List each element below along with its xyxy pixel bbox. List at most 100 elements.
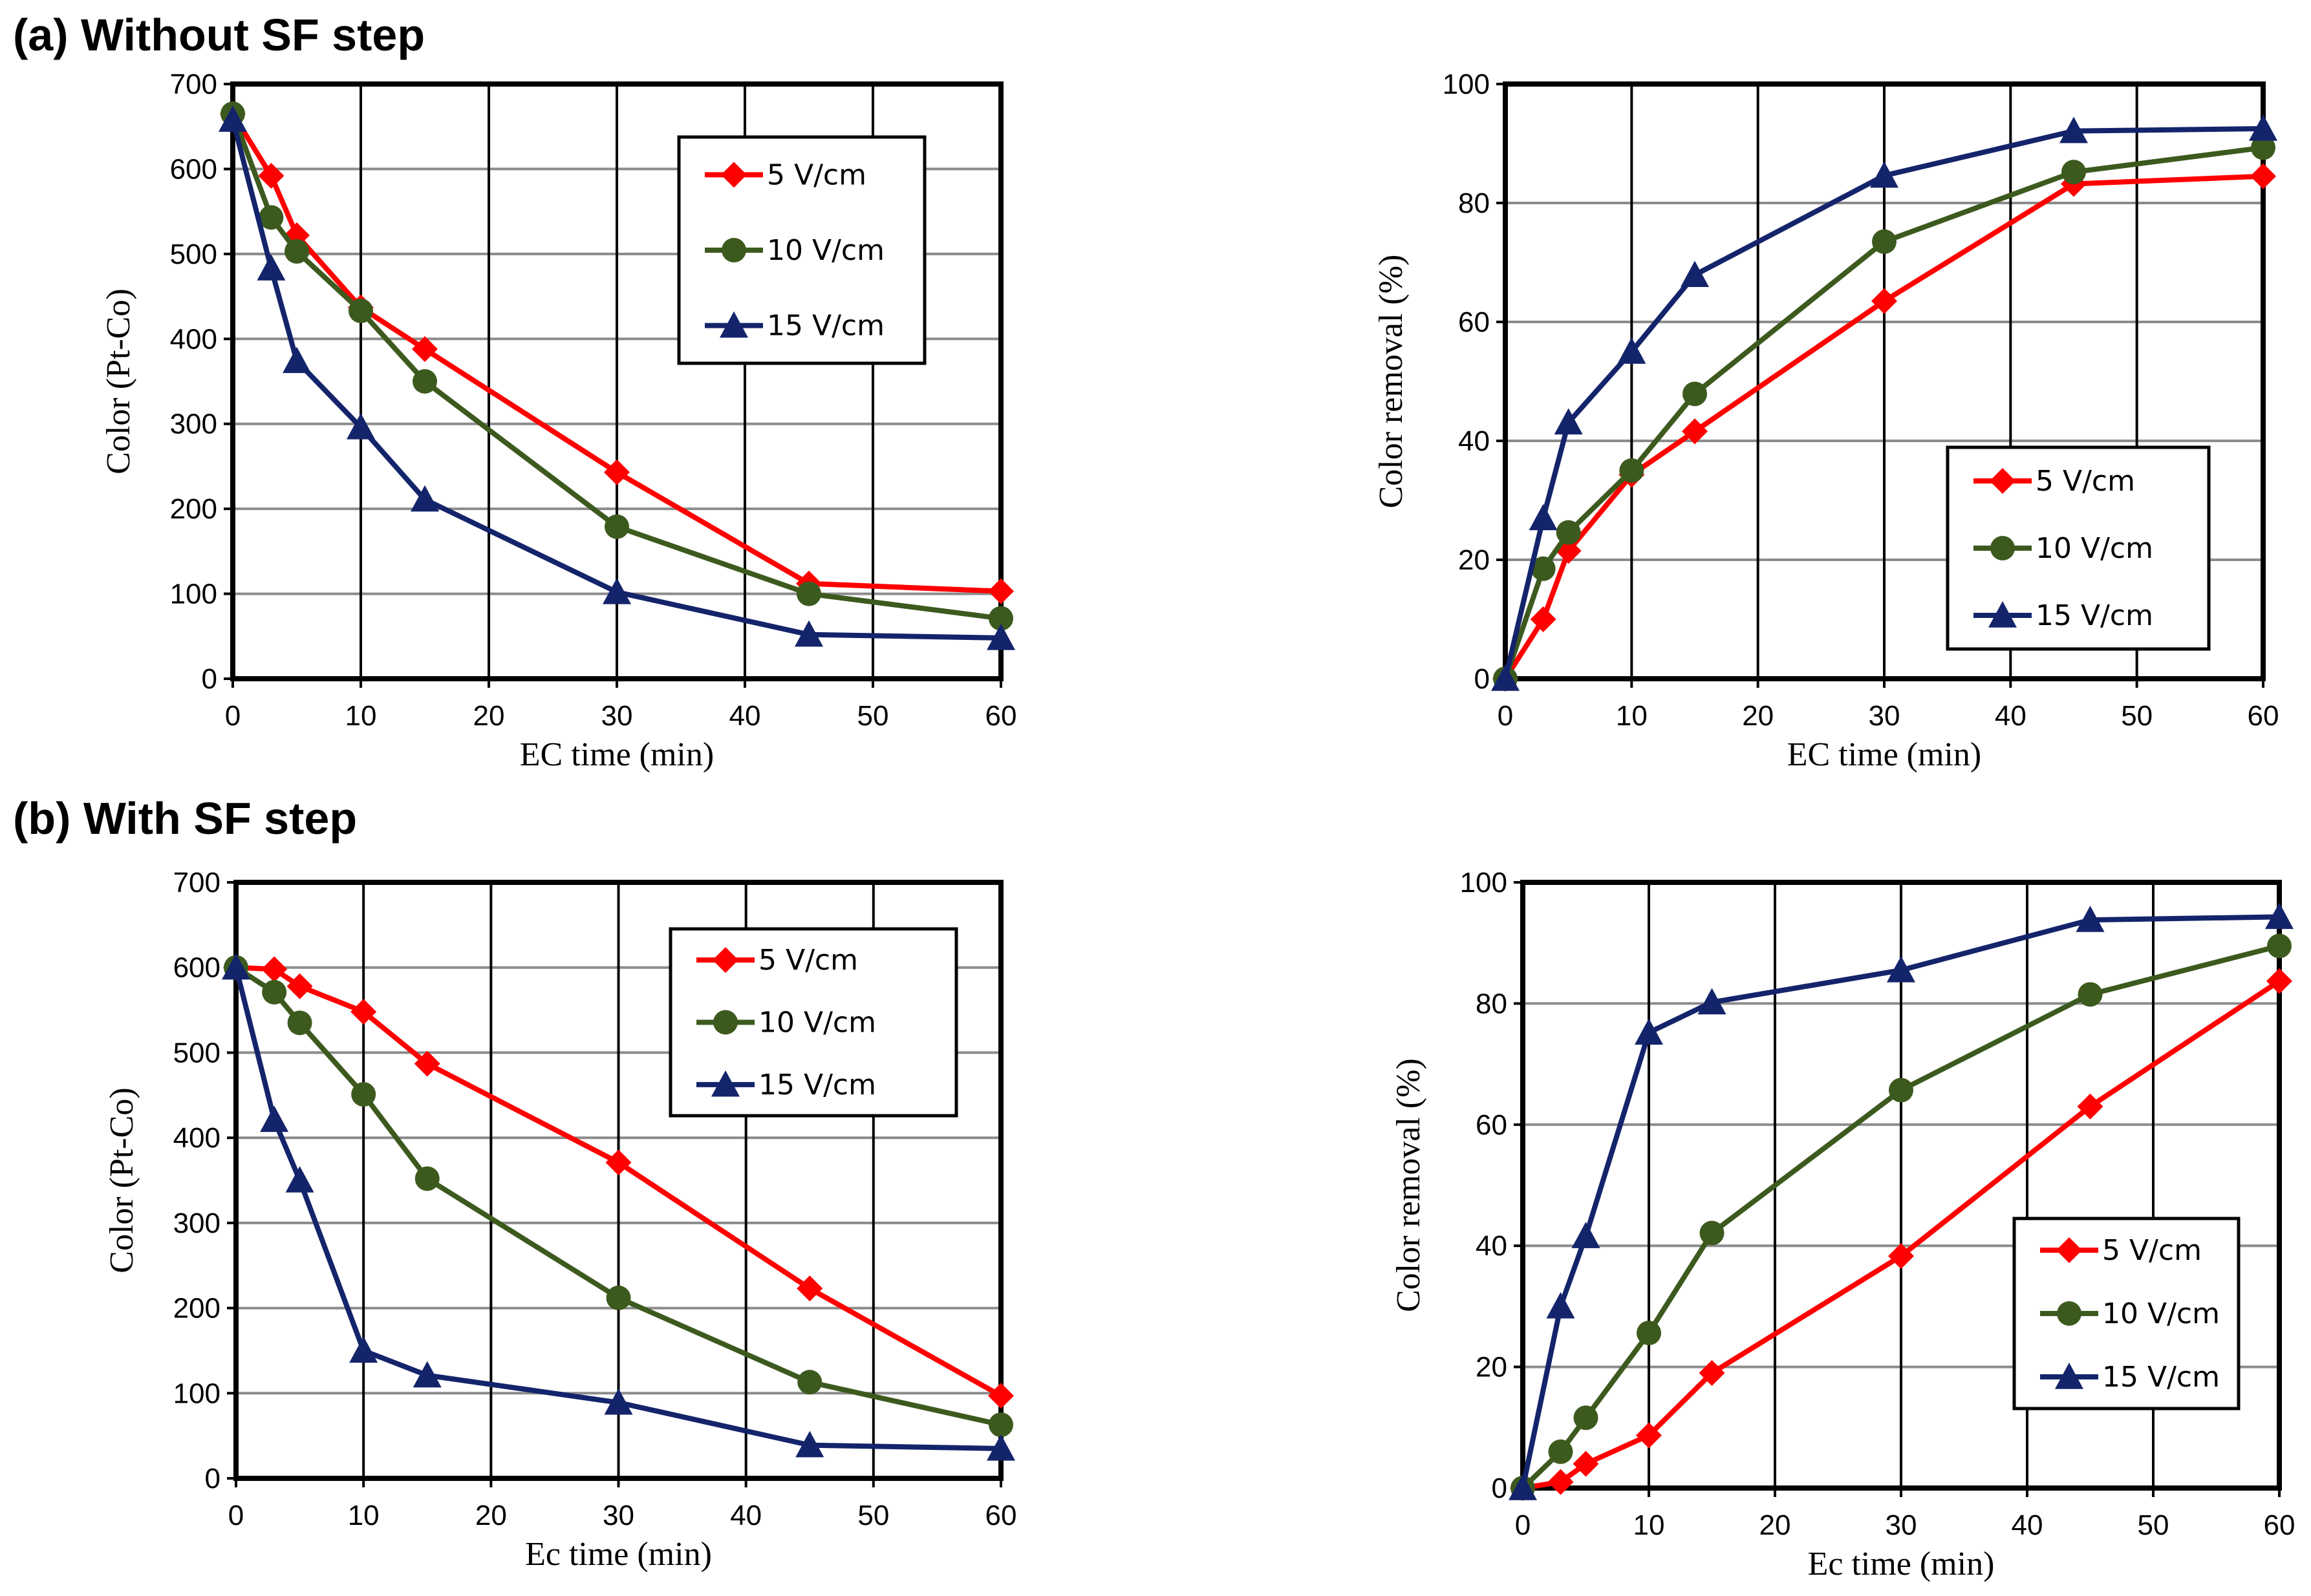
- data-point: [1887, 955, 1915, 983]
- data-point: [258, 162, 285, 189]
- data-point: [2251, 135, 2275, 160]
- data-point: [2078, 982, 2103, 1007]
- data-point: [287, 1010, 312, 1036]
- data-point: [1872, 229, 1897, 254]
- x-tick-label: 40: [2012, 1509, 2043, 1541]
- y-tick-label: 60: [1458, 306, 1490, 338]
- data-point: [1636, 1422, 1662, 1449]
- data-point: [222, 953, 250, 980]
- legend: 5 V/cm 10 V/cm 15 V/cm: [677, 135, 927, 365]
- x-tick-label: 20: [1759, 1509, 1791, 1541]
- data-point: [260, 1105, 289, 1133]
- y-tick-label: 100: [1460, 867, 1507, 899]
- x-tick-label: 40: [729, 700, 761, 732]
- data-point: [1531, 556, 1556, 581]
- data-point: [350, 999, 377, 1025]
- y-tick-label: 300: [173, 1208, 220, 1239]
- y-tick-label: 20: [1458, 544, 1490, 576]
- legend-marker: [713, 1010, 738, 1035]
- data-point: [2076, 906, 2105, 932]
- data-point: [349, 1336, 378, 1363]
- legend-marker: [721, 162, 747, 188]
- legend-marker: [2055, 1363, 2083, 1389]
- data-point: [1871, 288, 1897, 314]
- x-tick-label: 50: [857, 700, 889, 732]
- data-point: [1889, 1078, 1913, 1103]
- legend-label: 15 V/cm: [767, 310, 885, 343]
- legend-marker: [1988, 601, 2017, 628]
- data-point: [285, 1166, 314, 1193]
- y-tick-label: 0: [202, 663, 217, 695]
- y-tick-label: 100: [170, 579, 217, 610]
- legend-label: 5 V/cm: [2102, 1234, 2202, 1267]
- data-point: [1635, 1018, 1663, 1045]
- data-point: [413, 369, 437, 394]
- data-point: [2061, 160, 2086, 185]
- legend-marker: [1990, 468, 2015, 494]
- data-point: [1546, 1292, 1575, 1319]
- data-point: [604, 1388, 633, 1415]
- y-axis-label: Color (Pt-Co): [103, 1087, 140, 1273]
- data-point: [1530, 606, 1556, 632]
- data-point: [285, 239, 309, 264]
- series-line: [230, 112, 1002, 594]
- y-axis-label: Color (Pt-Co): [100, 288, 137, 474]
- data-point: [989, 1412, 1013, 1438]
- panel-title-b: (b) With SF step: [13, 793, 357, 844]
- series-line: [1503, 126, 2264, 679]
- legend-label: 5 V/cm: [2036, 465, 2135, 498]
- y-tick-label: 600: [173, 952, 220, 984]
- x-tick-label: 20: [473, 700, 505, 732]
- chart-a-removal: 0 20 40 60 80 100 0 10 20 30 40 50 60 EC time (min) Co…: [1373, 69, 2279, 773]
- data-point: [2265, 902, 2294, 930]
- data-point: [261, 956, 288, 983]
- y-tick-label: 700: [170, 69, 217, 100]
- legend: 5 V/cm 10 V/cm 15 V/cm: [1946, 445, 2211, 651]
- data-point: [988, 578, 1014, 604]
- data-point: [414, 1050, 440, 1077]
- data-point: [1619, 458, 1644, 483]
- data-point: [1682, 381, 1707, 407]
- data-point: [1870, 161, 1898, 188]
- legend-label: 15 V/cm: [2102, 1361, 2220, 1394]
- legend-label: 10 V/cm: [767, 234, 885, 267]
- data-point: [411, 485, 439, 512]
- x-axis-label: EC time (min): [520, 736, 714, 773]
- legend-label: 5 V/cm: [767, 158, 866, 191]
- y-tick-label: 80: [1476, 988, 1507, 1019]
- chart-b-color: 0 100 200 300 400 500 600 700 0 10 20 30 40 50 60 Ec ti…: [103, 867, 1016, 1573]
- legend-marker: [722, 238, 746, 262]
- data-point: [1699, 1220, 1725, 1246]
- data-point: [987, 623, 1015, 650]
- y-tick-label: 0: [1474, 663, 1490, 695]
- x-tick-label: 20: [1742, 700, 1774, 732]
- data-point: [219, 105, 247, 132]
- x-tick-label: 60: [2264, 1509, 2295, 1541]
- x-tick-label: 30: [1869, 700, 1900, 732]
- series-line: [1520, 914, 2280, 1489]
- data-point: [1682, 418, 1708, 445]
- data-point: [1617, 337, 1646, 364]
- data-point: [1529, 504, 1558, 531]
- legend-label: 5 V/cm: [758, 944, 858, 977]
- x-tick-label: 0: [225, 700, 241, 732]
- legend-label: 10 V/cm: [2036, 532, 2153, 565]
- legend-marker: [2056, 1237, 2082, 1263]
- data-point: [259, 205, 284, 230]
- data-point: [1637, 1321, 1661, 1346]
- y-tick-label: 80: [1458, 187, 1490, 219]
- legend-marker: [720, 311, 748, 338]
- x-axis-label: Ec time (min): [525, 1536, 712, 1573]
- data-point: [603, 577, 631, 604]
- x-tick-label: 30: [601, 700, 633, 732]
- y-tick-label: 100: [173, 1378, 220, 1409]
- y-tick-label: 400: [173, 1122, 220, 1154]
- data-point: [412, 336, 438, 363]
- data-point: [257, 254, 286, 281]
- data-point: [351, 1081, 376, 1107]
- data-point: [1571, 1222, 1600, 1248]
- data-point: [347, 412, 375, 440]
- data-point: [797, 581, 821, 606]
